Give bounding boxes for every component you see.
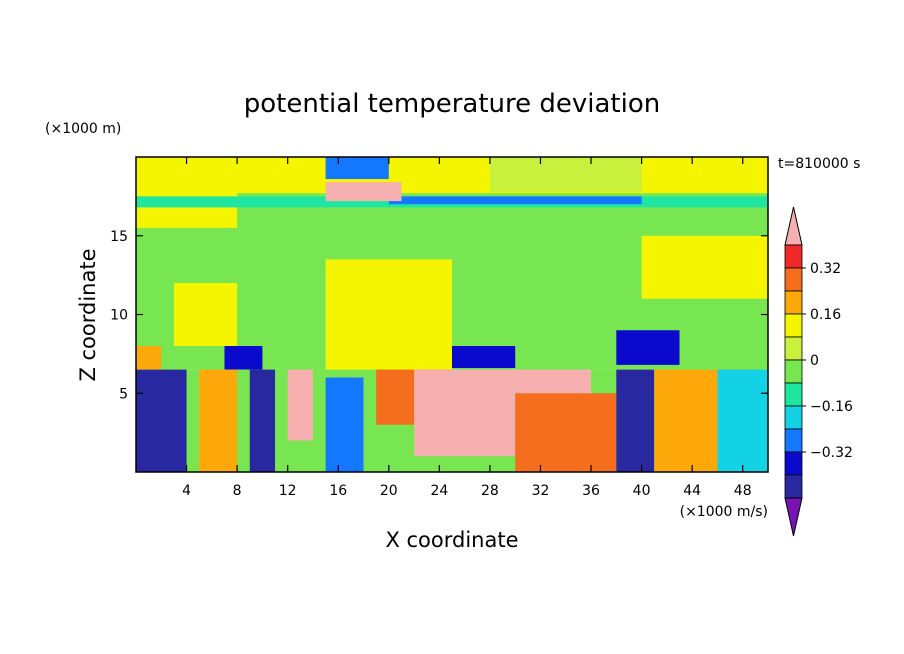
colorbar-swatch (784, 382, 803, 407)
colorbar-swatch (784, 244, 803, 269)
contour-region (641, 235, 768, 299)
contour-region (249, 369, 276, 472)
y-tick-label: 5 (119, 386, 128, 402)
contour-region (325, 182, 402, 202)
contour-region (287, 369, 313, 441)
colorbar-swatch (784, 313, 803, 338)
colorbar-swatch (784, 336, 803, 361)
x-tick-label: 44 (683, 483, 701, 499)
x-tick-label: 36 (582, 483, 600, 499)
contour-region (616, 330, 680, 365)
colorbar-swatch (784, 267, 803, 292)
x-tick-label: 16 (329, 483, 347, 499)
y-unit-label: (×1000 m) (45, 121, 121, 137)
colorbar-label: 0.16 (810, 307, 841, 323)
contour-region (717, 369, 768, 472)
contour-region (325, 259, 452, 370)
x-tick-label: 24 (430, 483, 448, 499)
contour-region (199, 369, 238, 472)
colorbar-label: 0 (810, 353, 819, 369)
y-tick-label: 10 (110, 308, 128, 324)
y-axis-label: Z coordinate (76, 248, 100, 381)
x-tick-label: 8 (233, 483, 242, 499)
x-tick-label: 20 (380, 483, 398, 499)
colorbar-upper-extension (784, 206, 803, 246)
colorbar-swatch (784, 405, 803, 430)
contour-region (654, 369, 718, 472)
contour-region (616, 369, 655, 472)
contour-region (136, 346, 162, 370)
colorbar: 0.32 0.16 0 −0.16 −0.32 (784, 206, 853, 537)
colorbar-swatch (784, 428, 803, 453)
colorbar-swatch (784, 359, 803, 384)
contour-region (515, 393, 617, 472)
time-label: t=810000 s (778, 156, 860, 172)
contour-region (388, 196, 642, 205)
x-tick-label: 48 (734, 483, 752, 499)
plot-area (136, 157, 768, 472)
contour-region (173, 283, 238, 346)
contour-region (325, 157, 389, 180)
contour-region (136, 157, 768, 194)
x-axis: 4 8 12 16 20 24 28 32 36 40 44 48 (182, 157, 752, 499)
colorbar-swatch (784, 474, 803, 499)
x-tick-label: 4 (182, 483, 191, 499)
colorbar-swatch (784, 290, 803, 315)
contour-region (224, 346, 263, 370)
x-tick-label: 40 (633, 483, 651, 499)
x-axis-label: X coordinate (385, 528, 518, 552)
contour-region (452, 346, 516, 369)
y-tick-label: 15 (110, 229, 128, 245)
x-tick-label: 32 (532, 483, 550, 499)
contour-region (489, 157, 642, 192)
y-axis: 5 10 15 (110, 229, 768, 402)
contour-region (325, 377, 364, 472)
colorbar-label: −0.32 (810, 445, 853, 461)
contour-region (136, 157, 238, 228)
x-tick-label: 12 (279, 483, 297, 499)
chart-title: potential temperature deviation (244, 89, 660, 119)
contour-region (136, 369, 187, 472)
colorbar-lower-extension (784, 497, 803, 537)
colorbar-label: 0.32 (810, 261, 841, 277)
x-tick-label: 28 (481, 483, 499, 499)
colorbar-swatch (784, 451, 803, 476)
x-unit-label: (×1000 m/s) (680, 504, 768, 520)
colorbar-label: −0.16 (810, 399, 853, 415)
